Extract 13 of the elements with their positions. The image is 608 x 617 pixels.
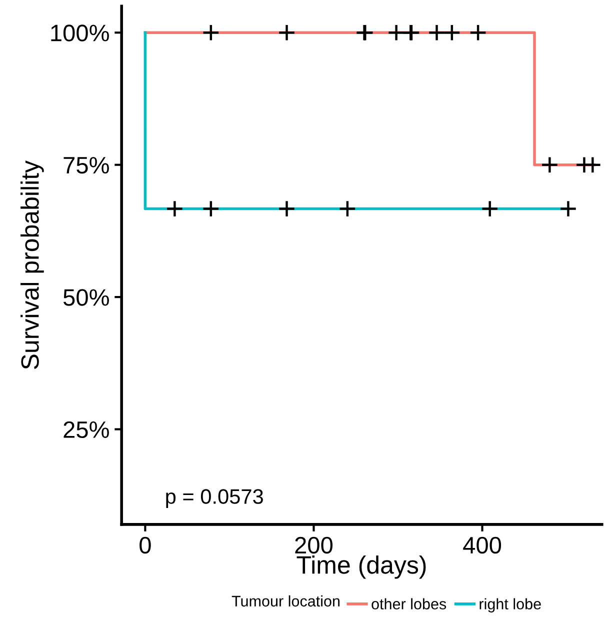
y-tick-label: 50% [63, 289, 109, 306]
x-tick-label: 200 [295, 536, 333, 554]
legend-label: right lobe [480, 598, 541, 612]
x-axis-title: Time (days) [296, 555, 426, 579]
y-tick-label: 75% [64, 157, 109, 174]
annotation: p = 0.0573 [166, 489, 263, 508]
x-tick-label: 0 [140, 536, 151, 554]
x-tick-label: 400 [463, 536, 502, 554]
y-tick-label: 100% [51, 24, 109, 42]
y-axis-title: Survival probability [20, 160, 44, 370]
legend-label: other lobes [372, 598, 446, 610]
legend-title: Tumour location [232, 595, 340, 607]
y-tick-label: 25% [64, 421, 109, 438]
